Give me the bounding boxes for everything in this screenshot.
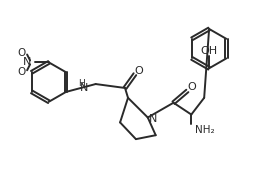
Text: OH: OH: [200, 46, 218, 56]
Text: N: N: [23, 57, 31, 67]
Text: H: H: [78, 79, 85, 88]
Text: O: O: [17, 67, 25, 77]
Text: O: O: [134, 66, 143, 76]
Text: NH₂: NH₂: [195, 125, 215, 135]
Text: O: O: [187, 82, 196, 92]
Text: N: N: [80, 83, 88, 93]
Text: N: N: [148, 115, 157, 124]
Text: O: O: [17, 48, 25, 58]
